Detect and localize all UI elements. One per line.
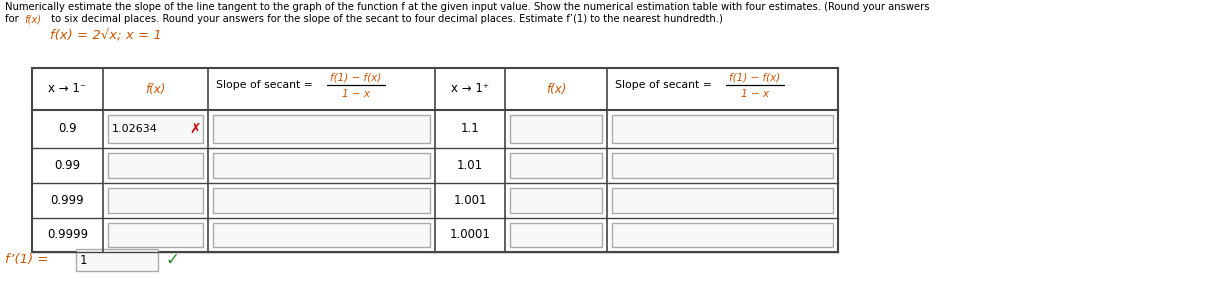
- Text: f(x): f(x): [24, 14, 41, 24]
- Text: f(1) − f(x): f(1) − f(x): [729, 72, 780, 82]
- Text: 0.99: 0.99: [55, 159, 80, 172]
- Text: ✓: ✓: [166, 251, 180, 269]
- Bar: [213, 153, 430, 178]
- Text: 1.1: 1.1: [460, 122, 479, 136]
- Bar: [510, 153, 602, 178]
- Text: Slope of secant =: Slope of secant =: [615, 80, 716, 90]
- Bar: [32, 68, 839, 252]
- Text: 1.001: 1.001: [453, 194, 487, 207]
- Text: f(x): f(x): [545, 82, 566, 96]
- Text: x → 1⁻: x → 1⁻: [49, 82, 86, 96]
- Text: Numerically estimate the slope of the line tangent to the graph of the function : Numerically estimate the slope of the li…: [5, 2, 930, 12]
- Bar: [108, 188, 203, 213]
- Text: 1: 1: [80, 253, 88, 267]
- Bar: [108, 153, 203, 178]
- Bar: [612, 153, 832, 178]
- Bar: [612, 223, 832, 247]
- Text: ✗: ✗: [189, 122, 201, 136]
- Text: 1.0001: 1.0001: [449, 229, 490, 241]
- Text: 1.02634: 1.02634: [112, 124, 158, 134]
- Bar: [213, 115, 430, 143]
- Bar: [510, 223, 602, 247]
- Text: f’(1) =: f’(1) =: [5, 253, 52, 267]
- Text: 1 − x: 1 − x: [741, 89, 769, 99]
- Text: 0.9: 0.9: [58, 122, 77, 136]
- Text: f(x): f(x): [145, 82, 166, 96]
- Bar: [75, 249, 158, 271]
- Text: for: for: [5, 14, 22, 24]
- Text: f(1) − f(x): f(1) − f(x): [330, 72, 382, 82]
- Text: f(x) = 2√x; x = 1: f(x) = 2√x; x = 1: [50, 30, 162, 43]
- Text: 1 − x: 1 − x: [342, 89, 370, 99]
- Text: 0.999: 0.999: [51, 194, 84, 207]
- Bar: [612, 115, 832, 143]
- Text: Slope of secant =: Slope of secant =: [215, 80, 316, 90]
- Bar: [108, 115, 203, 143]
- Bar: [108, 223, 203, 247]
- Text: x → 1⁺: x → 1⁺: [452, 82, 489, 96]
- Bar: [213, 188, 430, 213]
- Text: to six decimal places. Round your answers for the slope of the secant to four de: to six decimal places. Round your answer…: [45, 14, 723, 24]
- Bar: [612, 188, 832, 213]
- Bar: [510, 115, 602, 143]
- Bar: [213, 223, 430, 247]
- Bar: [510, 188, 602, 213]
- Text: 1.01: 1.01: [456, 159, 483, 172]
- Text: 0.9999: 0.9999: [47, 229, 88, 241]
